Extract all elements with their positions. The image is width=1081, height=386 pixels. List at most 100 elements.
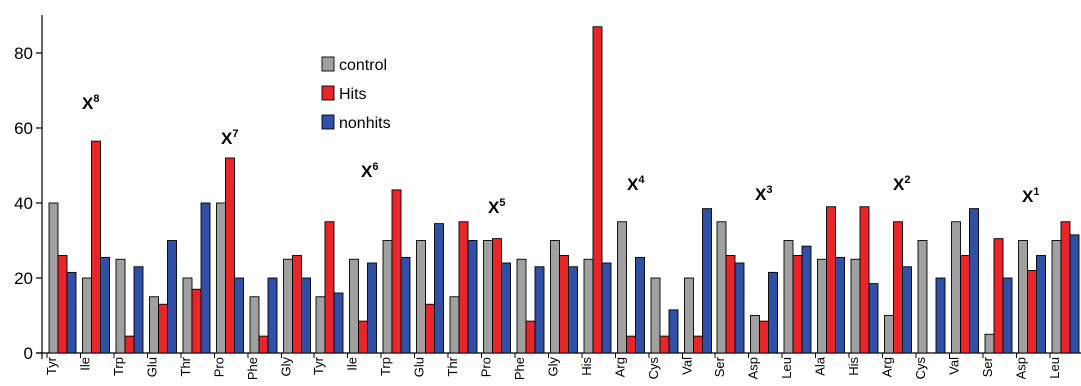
category-label: Ala: [813, 356, 828, 376]
bar-control-ala: [817, 258, 827, 354]
bar-control-glu: [416, 240, 426, 354]
bar-control-ser: [716, 221, 727, 354]
bar-nonhits-his: [868, 283, 879, 354]
bar-nonhits-ser: [1002, 277, 1013, 354]
bar-Hits-asp: [1027, 270, 1037, 354]
bar-Hits-gly: [292, 255, 302, 354]
group-label-superscript: 7: [232, 128, 238, 140]
bar-nonhits-trp: [400, 256, 411, 354]
bar-nonhits-asp: [1036, 255, 1046, 354]
bar-Hits-ile: [358, 320, 368, 354]
bar-control-tyr: [48, 202, 59, 354]
bar-control-cys: [917, 240, 928, 354]
bar-Hits-val: [960, 255, 970, 354]
bar-Hits-arg: [893, 221, 903, 354]
y-tick-label: 40: [14, 194, 33, 213]
bar-control-tyr: [315, 296, 326, 354]
bar-Hits-thr: [458, 221, 469, 354]
bar-Hits-phe: [525, 320, 536, 354]
category-label: Leu: [779, 357, 794, 379]
bar-control-pro: [216, 202, 226, 354]
category-label: Pro: [212, 357, 227, 377]
bar-Hits-tyr: [57, 255, 68, 354]
category-label: Val: [947, 357, 962, 375]
bar-nonhits-val: [969, 208, 979, 354]
category-label: Arg: [880, 357, 895, 377]
bar-nonhits-glu: [167, 240, 177, 354]
group-label: X8: [82, 93, 99, 113]
bar-nonhits-tyr: [66, 271, 77, 354]
bar-Hits-phe: [258, 335, 269, 354]
group-label-superscript: 8: [93, 93, 99, 105]
bar-Hits-his: [859, 206, 870, 354]
bar-nonhits-gly: [568, 266, 578, 354]
bar-Hits-leu: [1060, 221, 1071, 354]
legend-swatch-nonhits: [321, 114, 335, 130]
legend-label-Hits: Hits: [339, 86, 367, 103]
category-label: Tyr: [44, 356, 59, 375]
group-label: X6: [361, 161, 378, 181]
category-label: Gly: [279, 357, 294, 377]
bar-control-leu: [783, 240, 794, 354]
bar-nonhits-glu: [434, 223, 444, 354]
bar-nonhits-trp: [133, 266, 144, 354]
bar-control-val: [951, 221, 961, 354]
bar-nonhits-ser: [734, 262, 745, 354]
bar-nonhits-ile: [100, 256, 110, 354]
bar-control-glu: [149, 296, 159, 354]
group-label-superscript: 3: [766, 184, 772, 196]
bar-nonhits-phe: [534, 266, 545, 354]
category-label: Ser: [980, 356, 995, 377]
category-label: Thr: [445, 356, 460, 376]
category-label: His: [579, 357, 594, 376]
bar-control-arg: [884, 315, 894, 354]
bar-Hits-leu: [792, 255, 803, 354]
bar-control-ile: [349, 258, 359, 354]
bar-nonhits-arg: [902, 266, 912, 354]
bar-Hits-gly: [559, 255, 569, 354]
group-label: X7: [221, 128, 238, 148]
bar-nonhits-thr: [200, 202, 211, 354]
bar-control-ser: [984, 333, 995, 354]
category-label: Asp: [1014, 357, 1029, 379]
bar-Hits-trp: [391, 189, 402, 354]
category-label: Thr: [178, 356, 193, 376]
bar-control-val: [684, 277, 694, 354]
category-label: Val: [680, 357, 695, 375]
bar-control-thr: [449, 296, 460, 354]
category-label: Asp: [746, 357, 761, 379]
bar-Hits-asp: [759, 320, 769, 354]
group-label-superscript: 5: [499, 197, 505, 209]
category-label: Pro: [479, 357, 494, 377]
category-label: Cys: [913, 357, 928, 380]
bar-control-phe: [516, 258, 527, 354]
y-tick-label: 20: [14, 269, 33, 288]
group-label-superscript: 1: [1033, 186, 1039, 198]
bar-nonhits-cys: [668, 309, 679, 354]
bar-control-his: [583, 258, 594, 354]
category-label: Glu: [412, 357, 427, 377]
bar-nonhits-phe: [267, 277, 278, 354]
bar-nonhits-asp: [768, 271, 778, 354]
bar-nonhits-val: [702, 208, 712, 354]
y-tick-label: 80: [14, 44, 33, 63]
bar-nonhits-ile: [367, 262, 377, 354]
category-label: Phe: [245, 357, 260, 380]
bar-control-phe: [249, 296, 260, 354]
bar-nonhits-tyr: [333, 292, 344, 354]
bar-nonhits-gly: [301, 277, 311, 354]
bar-Hits-ile: [91, 140, 101, 354]
category-label: Gly: [546, 357, 561, 377]
bar-nonhits-pro: [234, 277, 244, 354]
bar-nonhits-arg: [635, 256, 645, 354]
category-label: Leu: [1047, 357, 1062, 379]
bar-Hits-val: [693, 335, 703, 354]
category-label: His: [846, 357, 861, 376]
bar-Hits-ser: [725, 255, 736, 354]
category-label: Trp: [111, 357, 126, 376]
category-label: Cys: [646, 357, 661, 380]
bar-nonhits-cys: [935, 277, 946, 354]
category-label: Phe: [512, 357, 527, 380]
bar-Hits-glu: [425, 303, 435, 354]
